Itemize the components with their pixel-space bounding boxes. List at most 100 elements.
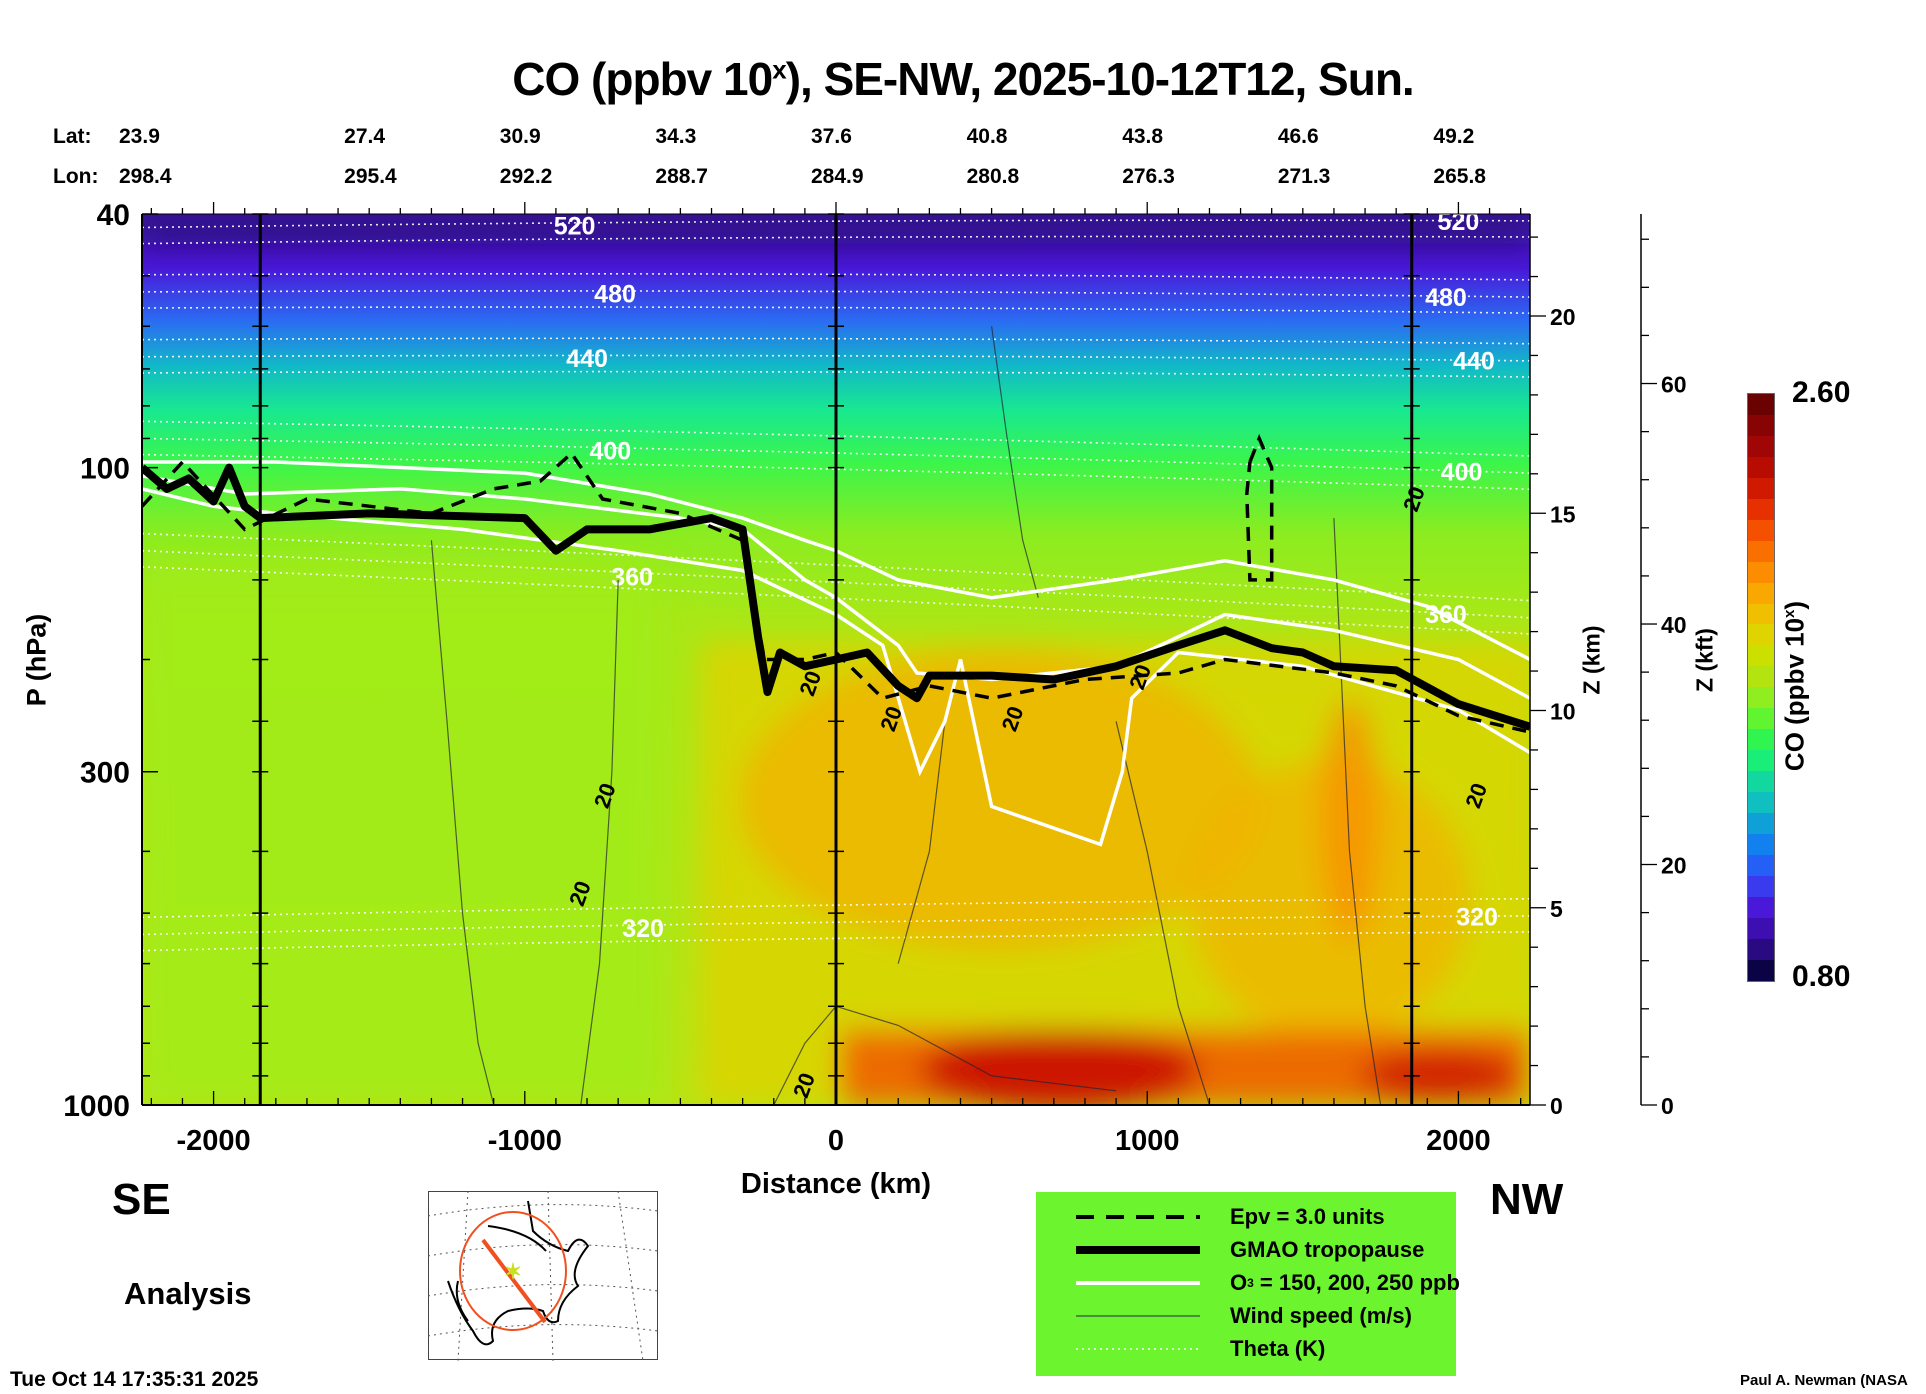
colorbar-max-label: 2.60 xyxy=(1792,376,1851,409)
range-circle xyxy=(459,1211,567,1331)
dashed-line-swatch xyxy=(1076,1215,1200,1219)
colorbar-band xyxy=(1748,917,1774,939)
y-tick-label: 300 xyxy=(80,757,130,790)
x-tick-label: 0 xyxy=(828,1125,844,1157)
colorbar-band xyxy=(1748,813,1774,835)
colorbar-min-label: 0.80 xyxy=(1792,960,1851,993)
colorbar-band xyxy=(1748,687,1774,709)
lon-value: 271.3 xyxy=(1277,165,1331,188)
colorbar-band xyxy=(1748,394,1774,415)
zkft-tick-label: 20 xyxy=(1661,853,1687,879)
coastline xyxy=(447,1200,590,1346)
colorbar-band xyxy=(1748,666,1774,688)
colorbar-band xyxy=(1748,875,1774,897)
lat-value: 23.9 xyxy=(119,125,160,148)
dotted-line-swatch xyxy=(1076,1348,1200,1350)
wind-speed-contour xyxy=(1115,721,1211,1105)
x-tick-label: -1000 xyxy=(488,1125,562,1157)
wind-speed-contour xyxy=(580,579,619,1105)
white-line-swatch xyxy=(1076,1281,1200,1285)
lon-value: 292.2 xyxy=(499,165,553,188)
colorbar-band xyxy=(1748,854,1774,876)
lon-value: 298.4 xyxy=(119,165,172,188)
colorbar-band xyxy=(1748,729,1774,751)
lat-value: 40.8 xyxy=(966,125,1008,148)
wind-speed-contour xyxy=(1333,518,1382,1105)
theta-label: 440 xyxy=(1453,348,1495,376)
theta-label: 320 xyxy=(622,915,664,943)
colorbar-band xyxy=(1748,771,1774,793)
lat-value: 43.8 xyxy=(1122,125,1164,148)
thin-line-swatch xyxy=(1076,1315,1200,1317)
lon-value: 295.4 xyxy=(344,165,397,188)
legend-item-epv: Epv = 3.0 units xyxy=(1076,1202,1385,1232)
colorbar-band xyxy=(1748,792,1774,814)
colorbar-band xyxy=(1748,624,1774,646)
zkm-tick-label: 20 xyxy=(1550,304,1576,330)
x-tick-label: -2000 xyxy=(176,1125,250,1157)
o3-contour-line xyxy=(142,474,1530,700)
x-tick-label: 1000 xyxy=(1115,1125,1180,1157)
colorbar-band xyxy=(1748,561,1774,583)
colorbar-band xyxy=(1748,834,1774,855)
zkm-tick-label: 5 xyxy=(1550,896,1563,922)
map-graticule xyxy=(428,1191,658,1361)
theta-label: 400 xyxy=(590,438,632,466)
colorbar-band xyxy=(1748,708,1774,730)
colorbar-band xyxy=(1748,582,1774,604)
legend-item-tropopause: GMAO tropopause xyxy=(1076,1235,1424,1265)
lat-value: 34.3 xyxy=(655,125,697,148)
nw-direction-label: NW xyxy=(1490,1175,1564,1224)
zkm-tick-label: 0 xyxy=(1550,1093,1563,1119)
thick-line-swatch xyxy=(1076,1246,1200,1254)
lon-value: 284.9 xyxy=(811,165,864,188)
co-field-blobs xyxy=(142,214,1530,1105)
zkm-tick-label: 15 xyxy=(1550,501,1576,527)
y-axis-title: P (hPa) xyxy=(21,613,52,707)
colorbar-band xyxy=(1748,603,1774,625)
theta-line xyxy=(142,549,1530,619)
zkft-tick-label: 0 xyxy=(1661,1093,1674,1119)
se-direction-label: SE xyxy=(112,1175,171,1224)
colorbar-band xyxy=(1748,456,1774,478)
lat-value: 27.4 xyxy=(344,125,386,148)
lat-label: Lat: xyxy=(53,125,92,148)
chart-title: CO (ppbv 10x), SE-NW, 2025-10-12T12, Sun… xyxy=(512,53,1414,105)
colorbar-band xyxy=(1748,959,1774,981)
colorbar-title: CO (ppbv 10x) xyxy=(1779,600,1810,772)
lat-value: 30.9 xyxy=(499,125,541,148)
zkm-tick-label: 10 xyxy=(1550,699,1576,725)
theta-label: 480 xyxy=(1425,284,1467,312)
lon-value: 276.3 xyxy=(1122,165,1175,188)
o3-contour-line xyxy=(142,487,1530,847)
lon-value: 288.7 xyxy=(655,165,708,188)
lon-value: 265.8 xyxy=(1433,165,1486,188)
lat-value: 49.2 xyxy=(1433,125,1475,148)
theta-label: 520 xyxy=(554,212,596,240)
lat-value: 46.6 xyxy=(1277,125,1319,148)
center-star-icon: ✶ xyxy=(504,1259,522,1284)
locator-map: ✶ xyxy=(428,1191,658,1361)
timestamp: Tue Oct 14 17:35:31 2025 xyxy=(10,1368,259,1391)
wind-speed-contour xyxy=(991,326,1039,598)
wind-speed-contour xyxy=(430,540,495,1105)
colorbar-band xyxy=(1748,645,1774,667)
colorbar-band xyxy=(1748,414,1774,436)
theta-line xyxy=(142,566,1530,635)
theta-label: 520 xyxy=(1438,208,1480,236)
theta-label: 480 xyxy=(594,281,636,309)
zkft-tick-label: 40 xyxy=(1661,612,1687,638)
lat-value: 37.6 xyxy=(811,125,852,148)
colorbar-band xyxy=(1748,750,1774,772)
legend-item-wind: Wind speed (m/s) xyxy=(1076,1301,1412,1331)
tropopause-line xyxy=(142,463,1530,731)
colorbar-band xyxy=(1748,540,1774,562)
zkm-axis-title: Z (km) xyxy=(1578,625,1605,695)
colorbar-band xyxy=(1748,477,1774,499)
zkft-tick-label: 60 xyxy=(1661,372,1687,398)
theta-line xyxy=(142,532,1530,602)
colorbar-band xyxy=(1748,896,1774,918)
